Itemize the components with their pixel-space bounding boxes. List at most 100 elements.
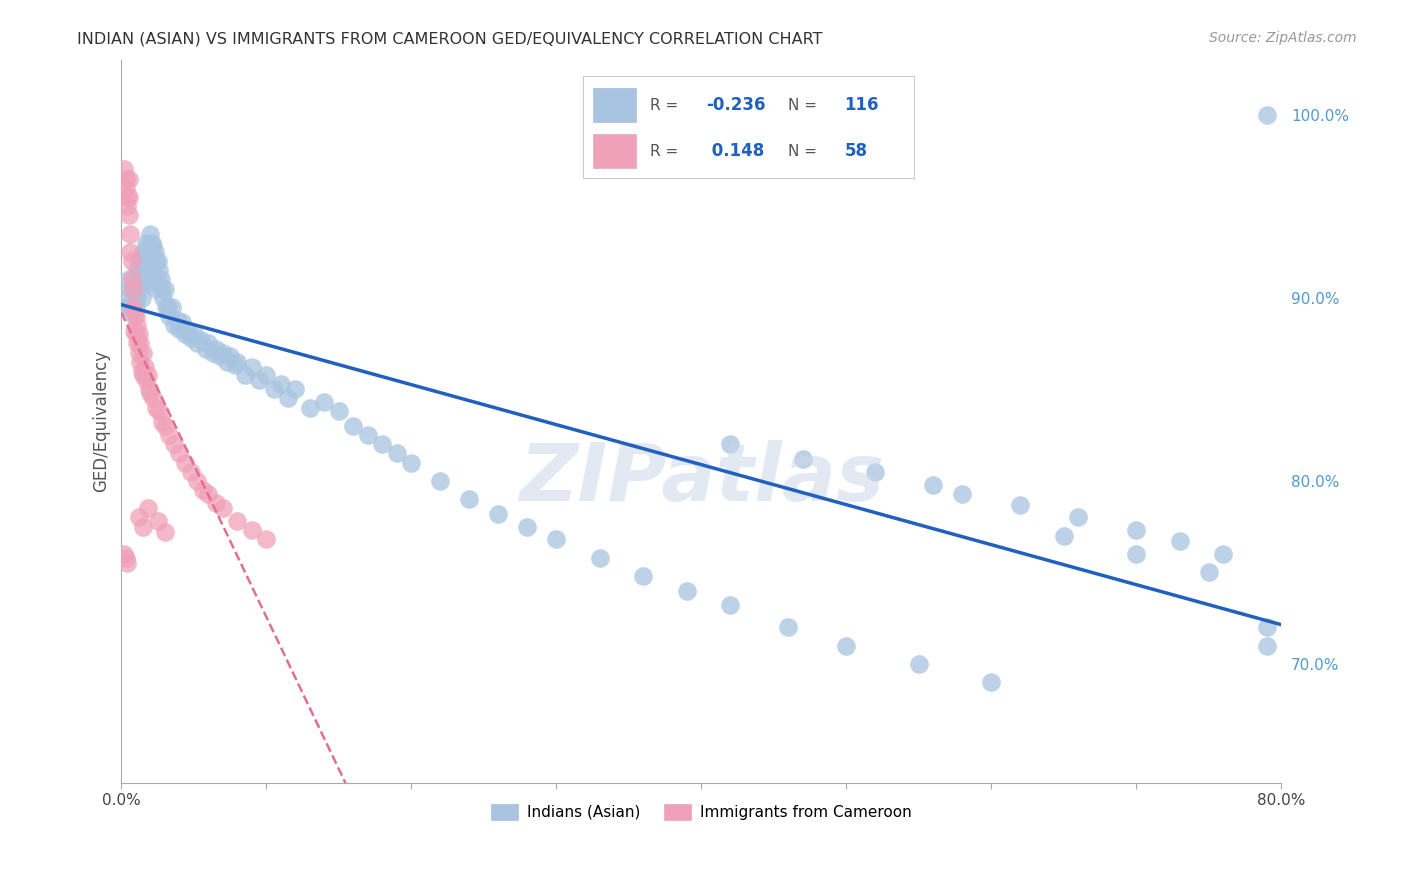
Point [546,533,568,547]
Point [148,263,170,277]
Point [1212,547,1234,561]
Point [342,418,364,433]
Point [131,258,153,272]
Point [208,349,231,363]
Point [139,254,162,268]
Point [136,239,159,253]
Point [143,244,166,259]
Point [118,171,141,186]
Point [792,451,814,466]
Point [194,342,217,356]
Point [157,309,180,323]
Point [112,547,135,561]
Point [155,300,177,314]
Text: N =: N = [789,144,823,159]
Point [1053,529,1076,543]
Point [240,360,263,375]
Point [124,324,146,338]
Point [174,456,197,470]
Point [180,331,202,345]
Point [150,415,173,429]
Point [134,360,156,375]
Point [254,368,277,382]
Point [146,254,169,268]
Y-axis label: GED/Equivalency: GED/Equivalency [93,351,110,492]
Point [148,404,170,418]
Point [589,550,612,565]
Point [1125,523,1147,537]
Point [118,300,141,314]
Point [186,474,208,488]
Point [142,392,165,406]
Point [128,254,150,268]
Point [114,181,136,195]
Point [314,395,336,409]
Point [136,501,159,516]
Point [143,272,166,286]
Point [177,324,200,338]
Point [486,507,509,521]
Point [263,382,285,396]
Point [1125,547,1147,561]
Point [162,318,184,333]
Text: R =: R = [650,144,683,159]
Point [284,382,307,396]
Point [166,312,188,326]
Point [169,322,191,336]
Point [145,281,167,295]
Point [150,281,173,295]
Point [115,190,138,204]
Point [145,254,167,268]
Point [328,404,350,418]
Point [1010,498,1032,512]
Point [516,519,538,533]
Point [201,345,224,359]
Point [204,342,226,356]
Point [120,281,142,295]
Point [136,368,159,382]
Point [125,272,148,286]
Point [138,244,160,259]
Point [129,254,152,268]
Point [114,550,136,565]
Point [135,263,157,277]
Point [115,556,138,570]
Point [357,428,380,442]
Point [157,428,180,442]
Point [835,639,858,653]
Point [121,272,143,286]
Point [120,227,142,241]
Point [217,355,239,369]
Point [136,267,159,281]
Text: INDIAN (ASIAN) VS IMMIGRANTS FROM CAMEROON GED/EQUIVALENCY CORRELATION CHART: INDIAN (ASIAN) VS IMMIGRANTS FROM CAMERO… [77,31,823,46]
Point [162,437,184,451]
Point [129,276,152,290]
Point [134,268,156,283]
Point [128,281,150,295]
Point [124,305,146,319]
Point [233,368,256,382]
Point [169,446,191,460]
Point [226,514,249,528]
Point [197,336,219,351]
Point [174,327,197,342]
Point [298,401,321,415]
Point [277,392,299,406]
Point [127,291,149,305]
Text: 0.148: 0.148 [706,142,763,161]
Point [1256,620,1278,634]
Point [145,401,167,415]
Point [118,190,141,204]
Bar [593,135,637,168]
Point [863,465,886,479]
Point [183,327,205,342]
Point [122,300,145,314]
Point [142,239,165,253]
Point [718,599,741,613]
Point [131,364,153,378]
Point [907,657,929,671]
Point [180,465,202,479]
Point [135,373,157,387]
Point [219,349,242,363]
Point [122,300,145,314]
